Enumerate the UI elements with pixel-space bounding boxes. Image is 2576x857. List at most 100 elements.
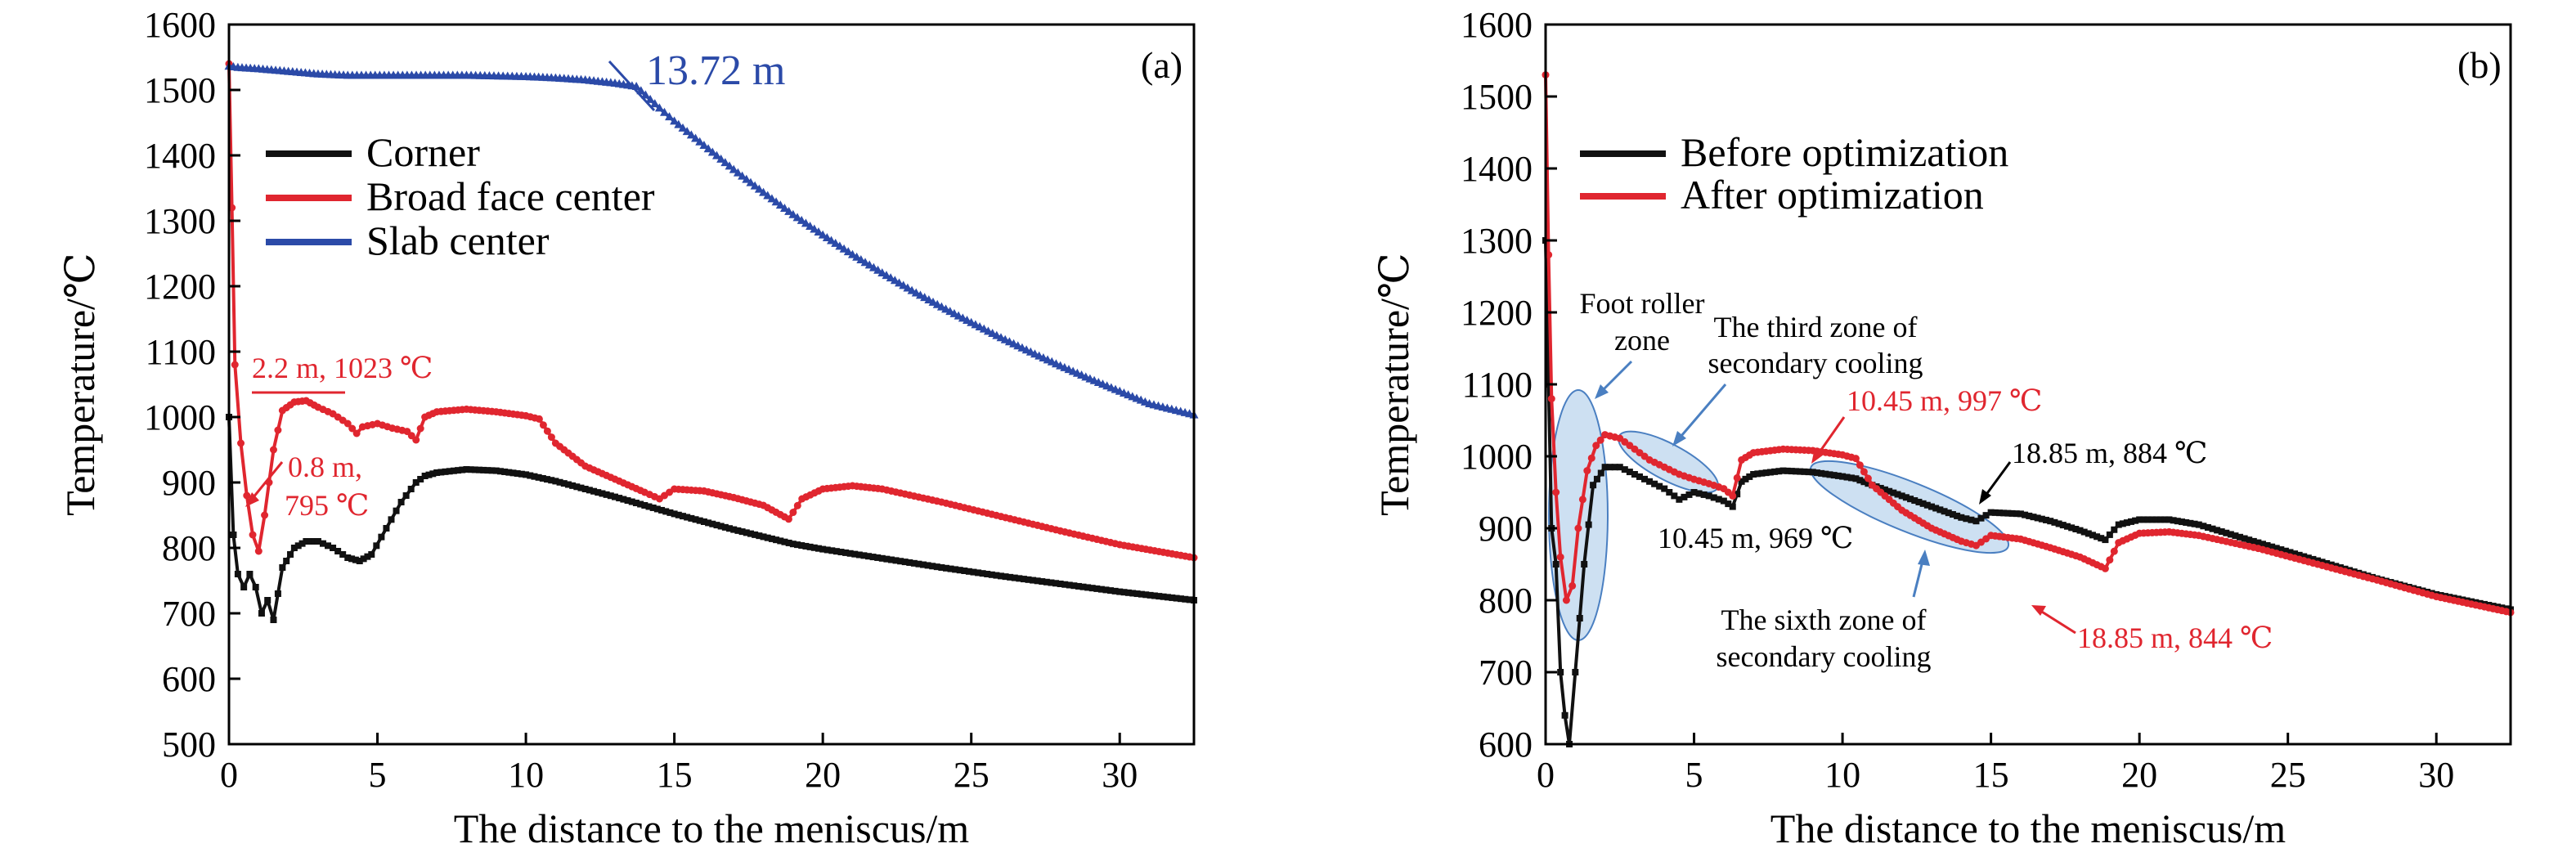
panel-a-legend: Corner Broad face center Slab center [266, 129, 655, 263]
data-point-before-optimization [1742, 475, 1749, 482]
annotation-third-zone-line2: secondary cooling [1708, 347, 1923, 379]
data-point-corner [851, 550, 859, 558]
data-point-corner [505, 469, 513, 476]
data-point-broad-face-center [535, 415, 543, 423]
data-point-corner [662, 508, 670, 515]
data-point-before-optimization [2174, 518, 2181, 525]
data-point-corner [1156, 593, 1163, 600]
data-point-corner [892, 557, 900, 564]
data-point-corner [378, 533, 385, 541]
data-point-corner [368, 551, 375, 558]
data-point-after-optimization [1578, 496, 1586, 504]
data-point-corner [952, 566, 959, 573]
data-point-slab-center [895, 278, 904, 287]
data-point-before-optimization [1666, 489, 1673, 496]
data-point-before-optimization [1651, 480, 1658, 487]
data-point-corner [488, 467, 496, 474]
data-point-corner [738, 528, 746, 536]
data-point-before-optimization [2000, 509, 2008, 517]
data-point-corner [514, 470, 521, 478]
data-point-corner [393, 507, 400, 514]
data-point-corner [564, 481, 572, 488]
data-point-corner [1048, 579, 1055, 586]
data-point-before-optimization [1822, 470, 1829, 478]
data-point-corner [933, 563, 940, 571]
panel-b: 600 700 800 900 1000 1100 1200 1300 1400 1500 1600… [1371, 5, 2515, 851]
data-point-corner [1102, 586, 1110, 594]
data-point-corner [373, 542, 380, 550]
annotation-third-zone-arrowhead [1672, 431, 1686, 446]
data-point-corner [869, 554, 877, 561]
data-point-corner [1075, 582, 1082, 590]
data-point-before-optimization [2119, 520, 2126, 527]
data-point-before-optimization [2047, 518, 2054, 525]
data-point-before-optimization [1839, 473, 1847, 480]
data-point-before-optimization [1919, 500, 1927, 507]
data-point-before-optimization [1915, 498, 1923, 505]
data-point-corner [1025, 576, 1032, 583]
data-point-corner [348, 555, 356, 563]
annotation-third-zone-line1: The third zone of [1714, 311, 1918, 343]
data-point-before-optimization [1597, 469, 1604, 477]
data-point-slab-center [699, 141, 709, 149]
data-point-corner [344, 554, 352, 561]
data-point-before-optimization [2123, 519, 2130, 527]
data-point-corner [388, 516, 395, 523]
panel-b-annotations: Foot roller zone The third zone of secon… [1580, 287, 2273, 673]
data-point-before-optimization [1801, 468, 1808, 475]
data-point-corner [883, 555, 891, 563]
data-point-corner [713, 522, 720, 529]
data-point-before-optimization [1949, 511, 1956, 518]
data-point-corner [924, 562, 931, 569]
data-point-corner [446, 468, 453, 475]
data-point-corner [920, 561, 927, 568]
data-point-corner [352, 556, 359, 563]
data-point-slab-center [695, 137, 705, 146]
data-point-before-optimization [1738, 478, 1745, 485]
data-point-before-optimization [1881, 486, 1888, 493]
data-point-corner [279, 564, 286, 571]
data-point-after-optimization [1556, 553, 1564, 561]
data-point-broad-face-center [274, 426, 282, 434]
data-point-before-optimization [1856, 477, 1864, 484]
data-point-before-optimization [2250, 537, 2257, 545]
panel-a-ytick-label: 1000 [144, 397, 216, 437]
data-point-corner [1142, 591, 1150, 599]
annotation-broad-min-line1: 0.8 m, [288, 451, 362, 483]
data-point-after-optimization [1574, 524, 1582, 532]
data-point-corner [752, 531, 759, 538]
data-point-slab-center [691, 133, 701, 142]
data-point-slab-center [818, 230, 828, 239]
data-point-corner [1164, 594, 1171, 601]
data-point-after-optimization [1552, 488, 1560, 496]
data-point-before-optimization [1552, 561, 1560, 568]
data-point-corner [258, 610, 265, 617]
data-point-before-optimization [1715, 496, 1722, 503]
panel-a-xtick-label: 10 [508, 755, 544, 795]
data-point-corner [696, 517, 703, 524]
data-point-before-optimization [1809, 469, 1816, 476]
panel-b-xtick-label: 0 [1537, 755, 1555, 795]
data-point-corner [509, 469, 517, 477]
data-point-before-optimization [2106, 531, 2113, 538]
data-point-before-optimization [2227, 531, 2234, 538]
data-point-before-optimization [1987, 509, 1995, 516]
data-point-slab-center [703, 144, 713, 153]
data-point-before-optimization [2273, 545, 2280, 552]
data-point-slab-center [771, 197, 781, 206]
data-point-corner [717, 523, 725, 530]
data-point-broad-face-center [416, 424, 424, 433]
data-point-corner [806, 543, 814, 550]
data-point-corner [264, 597, 272, 603]
panel-b-ytick-label: 700 [1479, 653, 1533, 693]
data-point-slab-center [716, 154, 726, 163]
data-point-before-optimization [2072, 526, 2080, 533]
data-point-corner [319, 540, 326, 547]
data-point-corner [586, 487, 593, 494]
data-point-before-optimization [1705, 492, 1712, 500]
data-point-corner [356, 558, 363, 564]
data-point-before-optimization [1834, 472, 1842, 479]
data-point-corner [906, 559, 913, 566]
panel-a-ytick-label: 700 [162, 594, 216, 634]
data-point-corner [573, 483, 581, 491]
